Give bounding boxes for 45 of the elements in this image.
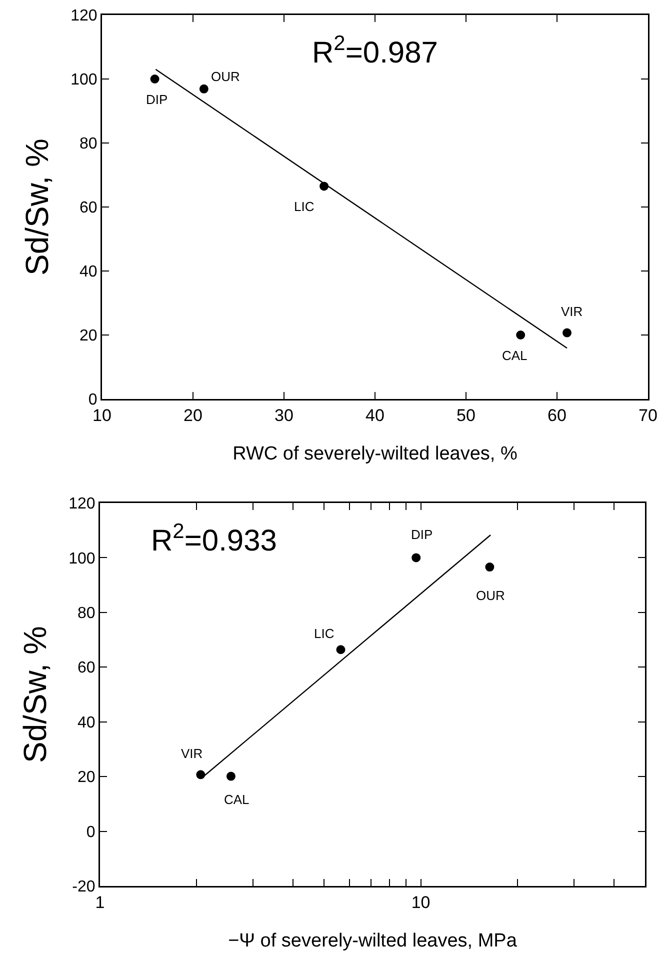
x-tick-label: 70 (638, 406, 658, 425)
annotation: OUR (476, 588, 505, 603)
x-tick-label: 50 (456, 406, 476, 425)
x-tick-label: 10 (411, 892, 430, 912)
point (485, 562, 494, 572)
x-axis-title: RWC of severely-wilted leaves, % (232, 443, 518, 464)
point (516, 330, 526, 340)
annotation: DIP (146, 92, 168, 107)
y-axis-title: Sd/Sw, % (17, 626, 54, 763)
x-tick-label: 1 (95, 892, 105, 912)
annotation: VIR (561, 304, 583, 319)
y-tick-label: 60 (78, 660, 96, 677)
y-axis-title: Sd/Sw, % (19, 138, 56, 276)
y-tick-label: -20 (72, 878, 96, 896)
x-tick-label: 60 (548, 406, 566, 425)
x-axis-title: −Ψ of severely-wilted leaves, MPa (228, 930, 518, 952)
annotation: LIC (314, 626, 334, 641)
y-tick-label: 60 (80, 200, 98, 217)
y-tick-label: 100 (68, 550, 96, 568)
y-tick-label: 20 (78, 769, 96, 786)
y-tick-label: 120 (68, 496, 96, 513)
point (412, 553, 421, 562)
point (150, 74, 160, 84)
annotation: LIC (294, 199, 314, 214)
x-tick-label: 20 (184, 406, 202, 425)
x-tick-label: 30 (274, 406, 294, 425)
y-tick-label: 120 (70, 8, 98, 25)
y-tick-label: 40 (80, 264, 98, 281)
y-tick-label: 0 (86, 824, 96, 841)
y-tick-label: 40 (78, 714, 96, 732)
annotation: R$^{2}$=0.933 (151, 520, 277, 558)
y-tick-label: 80 (80, 136, 98, 153)
point (336, 645, 346, 654)
annotation: OUR (211, 69, 240, 84)
y-tick-label: 100 (70, 72, 98, 89)
point (562, 328, 572, 338)
x-tick-label: 40 (366, 406, 384, 425)
y-tick-label: 80 (78, 605, 96, 622)
annotation: VIR (181, 746, 203, 761)
annotation: R$^{2}$=0.987 (312, 32, 438, 70)
point (199, 84, 208, 94)
annotation: CAL (224, 792, 250, 807)
annotation: CAL (502, 348, 528, 363)
y-tick-label: 20 (80, 328, 98, 345)
annotation: DIP (411, 527, 433, 542)
